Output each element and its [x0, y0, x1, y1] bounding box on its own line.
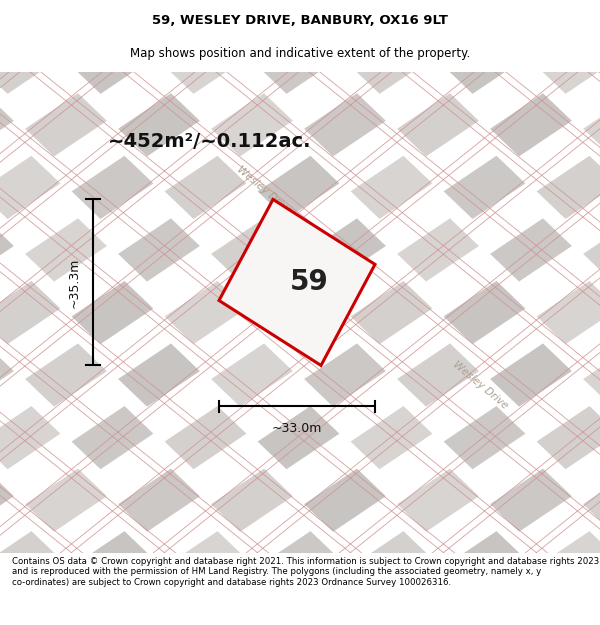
Polygon shape — [211, 0, 293, 31]
Polygon shape — [257, 156, 340, 219]
Polygon shape — [25, 469, 107, 532]
Polygon shape — [257, 406, 340, 469]
Polygon shape — [0, 281, 61, 344]
Polygon shape — [490, 469, 572, 532]
Polygon shape — [25, 93, 107, 156]
Polygon shape — [536, 406, 600, 469]
Polygon shape — [164, 406, 247, 469]
Polygon shape — [304, 93, 386, 156]
Text: Map shows position and indicative extent of the property.: Map shows position and indicative extent… — [130, 48, 470, 61]
Polygon shape — [118, 0, 200, 31]
Polygon shape — [0, 31, 61, 94]
Polygon shape — [443, 281, 526, 344]
Polygon shape — [304, 0, 386, 31]
Polygon shape — [350, 531, 433, 594]
Polygon shape — [211, 93, 293, 156]
Polygon shape — [350, 406, 433, 469]
Polygon shape — [583, 218, 600, 281]
Polygon shape — [536, 31, 600, 94]
Polygon shape — [304, 594, 386, 625]
Polygon shape — [443, 406, 526, 469]
Polygon shape — [0, 218, 14, 281]
Text: ~452m²/~0.112ac.: ~452m²/~0.112ac. — [108, 132, 311, 151]
Polygon shape — [71, 531, 154, 594]
Polygon shape — [71, 406, 154, 469]
Polygon shape — [583, 93, 600, 156]
Polygon shape — [25, 218, 107, 281]
Polygon shape — [257, 531, 340, 594]
Polygon shape — [304, 218, 386, 281]
Polygon shape — [0, 156, 61, 219]
Polygon shape — [397, 469, 479, 532]
Polygon shape — [0, 93, 14, 156]
Polygon shape — [397, 93, 479, 156]
Polygon shape — [25, 594, 107, 625]
Text: 59, WESLEY DRIVE, BANBURY, OX16 9LT: 59, WESLEY DRIVE, BANBURY, OX16 9LT — [152, 14, 448, 27]
Polygon shape — [118, 344, 200, 407]
Polygon shape — [443, 531, 526, 594]
Polygon shape — [397, 0, 479, 31]
Polygon shape — [583, 469, 600, 532]
Polygon shape — [25, 344, 107, 407]
Polygon shape — [536, 531, 600, 594]
Polygon shape — [350, 281, 433, 344]
Polygon shape — [71, 31, 154, 94]
Polygon shape — [211, 469, 293, 532]
Polygon shape — [583, 0, 600, 31]
Polygon shape — [118, 218, 200, 281]
Polygon shape — [25, 0, 107, 31]
Polygon shape — [211, 344, 293, 407]
Polygon shape — [397, 594, 479, 625]
Polygon shape — [0, 594, 14, 625]
Polygon shape — [397, 344, 479, 407]
Polygon shape — [71, 281, 154, 344]
Polygon shape — [0, 406, 61, 469]
Polygon shape — [490, 0, 572, 31]
Polygon shape — [397, 218, 479, 281]
Polygon shape — [164, 31, 247, 94]
Text: ~35.3m: ~35.3m — [67, 258, 80, 308]
Text: ~33.0m: ~33.0m — [272, 421, 322, 434]
Polygon shape — [257, 281, 340, 344]
Text: Wesley Drive: Wesley Drive — [235, 164, 293, 216]
Polygon shape — [164, 281, 247, 344]
Text: Wesley Drive: Wesley Drive — [451, 359, 509, 411]
Polygon shape — [490, 218, 572, 281]
Text: Contains OS data © Crown copyright and database right 2021. This information is : Contains OS data © Crown copyright and d… — [12, 557, 599, 586]
Polygon shape — [0, 469, 14, 532]
Polygon shape — [219, 199, 375, 366]
Polygon shape — [490, 594, 572, 625]
Polygon shape — [350, 156, 433, 219]
Polygon shape — [0, 0, 14, 31]
Polygon shape — [211, 594, 293, 625]
Polygon shape — [583, 344, 600, 407]
Polygon shape — [490, 344, 572, 407]
Polygon shape — [0, 344, 14, 407]
Polygon shape — [443, 156, 526, 219]
Polygon shape — [443, 31, 526, 94]
Polygon shape — [118, 469, 200, 532]
Polygon shape — [118, 93, 200, 156]
Polygon shape — [583, 594, 600, 625]
Polygon shape — [211, 218, 293, 281]
Polygon shape — [0, 531, 61, 594]
Polygon shape — [118, 594, 200, 625]
Polygon shape — [304, 344, 386, 407]
Polygon shape — [536, 156, 600, 219]
Polygon shape — [164, 531, 247, 594]
Polygon shape — [304, 469, 386, 532]
Polygon shape — [490, 93, 572, 156]
Polygon shape — [350, 31, 433, 94]
Polygon shape — [71, 156, 154, 219]
Polygon shape — [536, 281, 600, 344]
Polygon shape — [164, 156, 247, 219]
Polygon shape — [257, 31, 340, 94]
Text: 59: 59 — [290, 268, 328, 296]
